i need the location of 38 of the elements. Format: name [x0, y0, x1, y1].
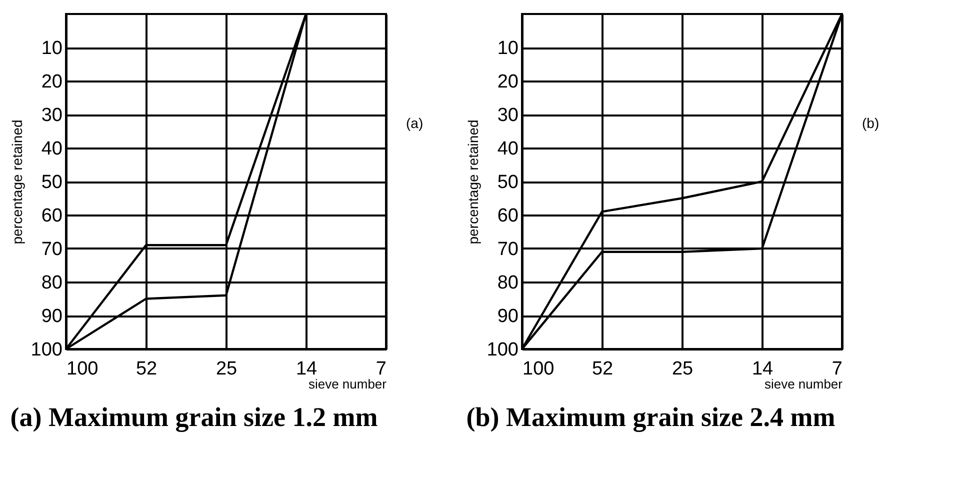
text: (b) Maximum grain size 2.4 mm [466, 402, 836, 432]
y-tick-label: 40 [41, 138, 62, 160]
y-tick-label: 90 [41, 306, 62, 327]
y-tick-label: 70 [497, 239, 518, 260]
x-tick-label: 14 [296, 358, 318, 380]
x-tick-label: 7 [832, 358, 842, 380]
x-tick-label: 25 [216, 358, 238, 380]
y-tick-label: 100 [30, 340, 62, 360]
y-tick-label: 60 [497, 206, 518, 226]
y-tick-label: 20 [497, 72, 518, 92]
y-tick-label: 70 [41, 239, 62, 260]
y-tick-label: 60 [41, 206, 62, 226]
text: (a) Maximum grain size 1.2 mm [10, 402, 378, 432]
y-tick-label: 80 [41, 272, 62, 294]
y-tick-label: 30 [41, 105, 62, 126]
x-tick-label: 52 [592, 358, 614, 380]
text: (a) [406, 115, 424, 131]
x-tick-label: 52 [136, 358, 158, 380]
y-tick-label: 20 [41, 72, 62, 92]
y-tick-label: 10 [41, 38, 62, 59]
y-tick-label: 30 [497, 105, 518, 126]
y-tick-label: 50 [497, 172, 518, 193]
y-tick-label: 80 [497, 272, 518, 294]
y-axis-title: percentage retained [8, 120, 25, 244]
y-tick-label: 90 [497, 306, 518, 327]
y-tick-label: 50 [41, 172, 62, 193]
y-tick-label: 40 [497, 138, 518, 160]
y-tick-label: 10 [497, 38, 518, 59]
x-tick-label: 25 [672, 358, 694, 380]
x-tick-label: 7 [376, 358, 386, 380]
x-axis-title: sieve number [308, 376, 388, 392]
x-tick-label: 14 [752, 358, 774, 380]
x-axis-title: sieve number [764, 376, 844, 392]
y-axis-title: percentage retained [464, 120, 481, 244]
x-tick-label: 100 [66, 358, 98, 380]
y-tick-label: 100 [486, 340, 518, 360]
text: (b) [862, 115, 880, 131]
x-tick-label: 100 [522, 358, 554, 380]
